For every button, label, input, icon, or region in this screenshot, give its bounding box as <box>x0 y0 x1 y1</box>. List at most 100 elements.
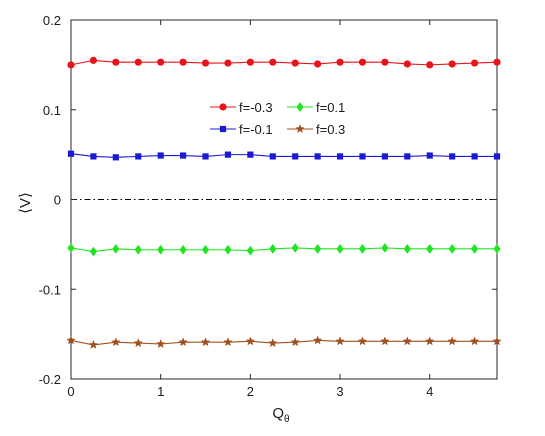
data-point <box>67 243 75 253</box>
data-point <box>224 244 232 255</box>
data-point <box>381 153 388 160</box>
data-point <box>202 153 209 160</box>
data-point <box>469 336 480 346</box>
data-point <box>157 58 165 66</box>
data-point <box>493 244 501 254</box>
data-point <box>180 152 187 159</box>
data-point <box>223 337 233 347</box>
data-point <box>295 123 305 134</box>
y-tick-label: 0.2 <box>43 13 61 28</box>
data-point <box>89 246 98 257</box>
x-tick-label: 4 <box>426 384 433 399</box>
data-point <box>112 244 120 254</box>
data-point <box>403 244 411 254</box>
legend-entry: f=0.1 <box>287 100 345 115</box>
legend-entry: f=0.3 <box>287 122 345 137</box>
data-point <box>133 338 144 348</box>
data-point <box>224 59 232 67</box>
legend-label: f=0.1 <box>316 100 345 115</box>
data-point <box>201 59 210 67</box>
legend-label: f=0.3 <box>316 122 345 137</box>
data-point <box>290 337 300 347</box>
data-point <box>449 153 456 160</box>
data-point <box>426 61 434 69</box>
data-point <box>314 244 322 254</box>
data-point <box>470 244 479 254</box>
data-point <box>246 58 254 66</box>
y-tick-label: 0.1 <box>43 103 61 118</box>
y-tick-label: -0.1 <box>39 282 61 297</box>
x-tick-label: 2 <box>247 384 254 399</box>
data-point <box>66 335 76 345</box>
data-point <box>381 58 389 66</box>
data-point <box>179 58 187 66</box>
data-point <box>291 59 299 67</box>
data-point <box>424 336 435 346</box>
y-tick-label: -0.2 <box>39 372 61 387</box>
series-f=0.3 <box>66 335 502 349</box>
data-point <box>447 336 457 346</box>
data-point <box>157 244 165 255</box>
data-point <box>291 243 299 253</box>
data-point <box>471 153 478 160</box>
data-point <box>269 244 277 254</box>
data-point <box>493 153 501 160</box>
data-point <box>336 153 344 160</box>
data-point <box>112 154 119 161</box>
data-point <box>88 339 99 349</box>
y-tick-label: 0 <box>54 193 61 208</box>
data-point <box>269 153 276 160</box>
legend-entry: f=-0.1 <box>210 122 273 137</box>
data-point <box>403 60 411 68</box>
data-point <box>402 336 413 346</box>
series-line <box>70 339 497 346</box>
data-point <box>358 244 367 254</box>
legend-label: f=-0.3 <box>239 100 273 115</box>
x-axis-label: Qθ <box>272 405 290 425</box>
data-point <box>336 58 344 66</box>
data-point <box>178 337 188 347</box>
data-point <box>312 335 323 345</box>
series-line <box>70 153 497 158</box>
data-point <box>111 337 121 347</box>
data-point <box>224 151 232 158</box>
data-point <box>336 244 344 254</box>
data-point <box>219 125 227 133</box>
data-point <box>380 336 390 346</box>
data-point <box>470 59 479 67</box>
data-point <box>89 56 98 64</box>
series-line <box>70 59 498 66</box>
series-layer <box>66 56 502 349</box>
data-point <box>335 336 345 346</box>
data-point <box>358 58 367 66</box>
legend-label: f=-0.1 <box>239 122 273 137</box>
data-point <box>135 153 142 160</box>
data-point <box>90 153 97 160</box>
data-point <box>247 151 254 158</box>
data-point <box>357 336 368 346</box>
data-point <box>493 58 501 66</box>
data-point <box>201 244 210 255</box>
legend: f=-0.3 f=0.1 f=-0.1 f=0.3 <box>210 100 345 137</box>
data-point <box>67 61 75 69</box>
data-point <box>155 338 166 349</box>
data-point <box>359 153 366 160</box>
data-point <box>157 152 164 159</box>
data-point <box>245 336 256 346</box>
data-point <box>426 244 434 254</box>
data-point <box>448 244 456 254</box>
series-f=0.1 <box>67 243 501 257</box>
series-f=-0.1 <box>67 150 501 161</box>
data-point <box>492 336 502 346</box>
data-point <box>269 58 277 66</box>
series-f=-0.3 <box>67 56 501 69</box>
data-point <box>292 153 299 160</box>
x-tick-label: 3 <box>336 384 343 399</box>
data-point <box>246 245 254 256</box>
data-point <box>134 58 142 66</box>
data-point <box>219 103 227 111</box>
data-point <box>314 60 322 68</box>
data-point <box>448 60 456 68</box>
ticks-layer: 0 1 2 3 4 -0.2 -0.1 0 0.1 0.2 <box>39 13 497 399</box>
